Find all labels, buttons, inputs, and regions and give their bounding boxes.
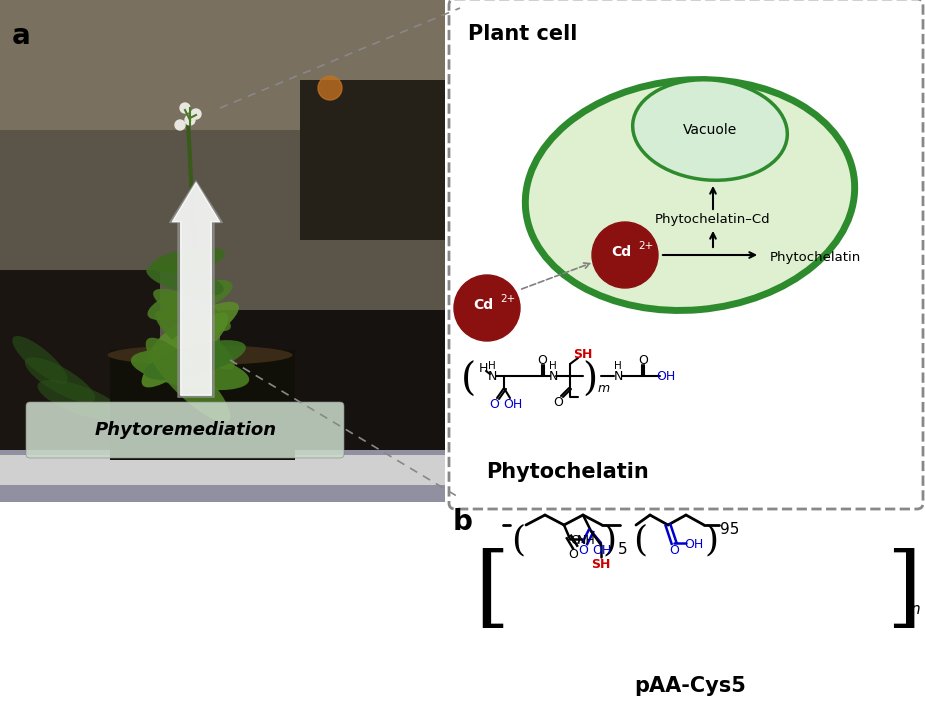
Circle shape (180, 103, 190, 113)
Text: Phytochelatin: Phytochelatin (486, 462, 648, 482)
Text: SH: SH (574, 348, 593, 360)
Text: O: O (489, 397, 499, 410)
Text: H: H (478, 361, 487, 374)
Text: Cd: Cd (473, 298, 493, 312)
Text: Vacuole: Vacuole (683, 123, 737, 137)
Text: OH: OH (503, 397, 523, 410)
Text: N: N (487, 369, 497, 383)
Text: [: [ (475, 547, 510, 634)
FancyBboxPatch shape (0, 450, 445, 502)
Text: O: O (578, 544, 588, 557)
Ellipse shape (12, 336, 68, 384)
Text: 2+: 2+ (500, 294, 515, 304)
Text: NH: NH (576, 534, 596, 547)
Ellipse shape (37, 380, 122, 420)
Text: b: b (453, 508, 473, 536)
Ellipse shape (147, 280, 232, 320)
Text: ]: ] (886, 547, 921, 634)
FancyBboxPatch shape (0, 455, 445, 485)
FancyBboxPatch shape (300, 80, 445, 240)
FancyBboxPatch shape (110, 350, 295, 460)
Text: (: ( (633, 523, 648, 557)
Text: Cd: Cd (610, 245, 631, 259)
Text: (: ( (511, 523, 525, 557)
Ellipse shape (154, 289, 231, 331)
Text: OH: OH (657, 369, 675, 383)
Ellipse shape (25, 358, 95, 403)
Text: SH: SH (591, 559, 611, 572)
FancyBboxPatch shape (0, 270, 160, 502)
Text: H: H (549, 361, 557, 371)
Ellipse shape (146, 264, 224, 296)
FancyBboxPatch shape (26, 402, 344, 458)
Circle shape (454, 275, 520, 341)
Ellipse shape (155, 311, 235, 370)
Circle shape (175, 120, 185, 130)
Text: H: H (488, 361, 496, 371)
Text: N: N (549, 369, 558, 383)
Text: OH: OH (684, 539, 704, 552)
Text: ): ) (583, 361, 598, 399)
Text: O: O (669, 544, 679, 557)
FancyBboxPatch shape (0, 0, 445, 130)
Text: (: ( (462, 361, 476, 399)
Ellipse shape (525, 79, 855, 311)
Text: ): ) (603, 523, 617, 557)
Ellipse shape (144, 340, 246, 380)
Text: N: N (613, 369, 623, 383)
Text: 5: 5 (618, 542, 628, 557)
Text: O: O (638, 353, 648, 366)
Text: O: O (553, 396, 563, 409)
Text: a: a (12, 22, 31, 50)
Ellipse shape (130, 350, 249, 390)
Text: m: m (598, 381, 611, 394)
Text: H: H (614, 361, 622, 371)
Text: n: n (910, 603, 919, 617)
Ellipse shape (107, 345, 292, 365)
Ellipse shape (151, 247, 225, 273)
FancyBboxPatch shape (220, 310, 445, 502)
Text: O: O (568, 549, 578, 562)
FancyArrowPatch shape (172, 183, 219, 395)
Text: O: O (570, 534, 580, 547)
Ellipse shape (151, 302, 239, 358)
Circle shape (185, 115, 195, 125)
Text: pAA-Cys5: pAA-Cys5 (634, 676, 746, 696)
Text: ): ) (705, 523, 719, 557)
FancyArrowPatch shape (169, 181, 222, 397)
FancyBboxPatch shape (0, 0, 445, 502)
Text: Phytochelatin–Cd: Phytochelatin–Cd (655, 213, 771, 226)
Circle shape (191, 109, 201, 119)
FancyBboxPatch shape (449, 0, 923, 509)
Text: Phytochelatin: Phytochelatin (770, 252, 861, 265)
Text: O: O (537, 353, 547, 366)
Circle shape (592, 222, 658, 288)
Text: Phytoremediation: Phytoremediation (95, 421, 278, 439)
Ellipse shape (146, 337, 230, 423)
Text: 95: 95 (720, 523, 739, 537)
Circle shape (318, 76, 342, 100)
Ellipse shape (142, 313, 228, 387)
Text: 2+: 2+ (638, 241, 653, 251)
Text: OH: OH (592, 544, 611, 557)
Ellipse shape (633, 80, 787, 180)
Text: Plant cell: Plant cell (468, 24, 577, 44)
